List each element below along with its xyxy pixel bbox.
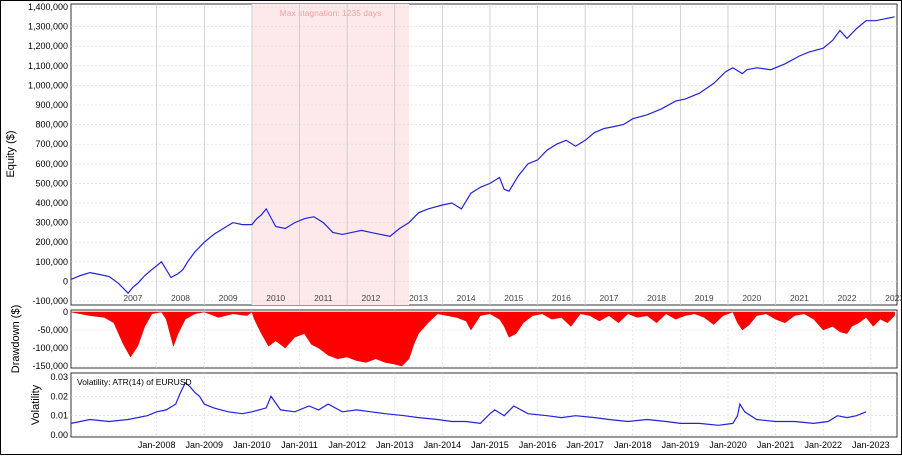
volatility-y-ticks: 0.00 0.01 0.02 0.03 [50, 372, 68, 440]
x-tick-label: Jan-2018 [614, 440, 652, 450]
x-tick-label: Jan-2016 [519, 440, 557, 450]
y-tick-label: -100,000 [32, 343, 68, 353]
y-tick-label: 0.02 [50, 391, 68, 401]
y-tick-label: -150,000 [32, 361, 68, 371]
x-tick-label: Jan-2011 [281, 440, 318, 450]
volatility-plot-area [70, 372, 898, 438]
stagnation-band [251, 4, 410, 305]
x-tick-label: Jan-2015 [471, 440, 509, 450]
year-label: 2008 [171, 293, 190, 303]
x-tick-label: Jan-2020 [709, 440, 747, 450]
year-label: 2013 [409, 293, 428, 303]
drawdown-area [70, 311, 895, 367]
year-label: 2023 [885, 293, 902, 303]
x-tick-label: Jan-2019 [662, 440, 700, 450]
volatility-axis-label: Volatility [30, 384, 42, 425]
volatility-line [70, 381, 867, 426]
x-tick-label: Jan-2014 [424, 440, 462, 450]
x-tick-label: Jan-2022 [804, 440, 842, 450]
volatility-x-ticks: Jan-2008 Jan-2009 Jan-2010 Jan-2011 Jan-2012… [138, 440, 890, 450]
year-label: 2015 [504, 293, 523, 303]
year-label: 2019 [695, 293, 714, 303]
year-label: 2010 [266, 293, 285, 303]
equity-panel: Max stagnation: 1235 days -100,000 0 100,0… [5, 2, 902, 306]
y-tick-label: 1,100,000 [28, 61, 68, 71]
year-label: 2011 [314, 293, 333, 303]
y-tick-label: 1,400,000 [28, 2, 68, 12]
y-tick-label: 0 [63, 307, 68, 317]
y-tick-label: 0.01 [50, 411, 68, 421]
y-tick-label: 100,000 [35, 257, 68, 267]
equity-axis-label: Equity ($) [5, 130, 17, 177]
x-tick-label: Jan-2008 [138, 440, 176, 450]
drawdown-axis-label: Drawdown ($) [10, 305, 22, 373]
y-tick-label: 0.00 [50, 430, 68, 440]
equity-grid [71, 4, 897, 305]
volatility-legend: Volatility: ATR(14) of EURUSD [77, 377, 192, 387]
equity-y-ticks: -100,000 0 100,000 200,000 300,000 400,000 500… [28, 2, 68, 306]
x-tick-label: Jan-2009 [186, 440, 224, 450]
volatility-panel: 0.00 0.01 0.02 0.03 Jan-2008 Jan-2009 Jan-201… [30, 372, 898, 450]
x-tick-label: Jan-2023 [852, 440, 890, 450]
year-label: 2018 [647, 293, 666, 303]
y-tick-label: -50,000 [37, 325, 68, 335]
year-label: 2021 [790, 293, 809, 303]
y-tick-label: 600,000 [35, 159, 68, 169]
year-label: 2017 [600, 293, 619, 303]
x-tick-label: Jan-2012 [328, 440, 366, 450]
y-tick-label: 500,000 [35, 178, 68, 188]
y-tick-label: 900,000 [35, 100, 68, 110]
stagnation-annotation: Max stagnation: 1235 days [280, 8, 382, 18]
y-tick-label: 400,000 [35, 198, 68, 208]
y-tick-label: 1,200,000 [28, 41, 68, 51]
y-tick-label: 800,000 [35, 120, 68, 130]
equity-line [70, 16, 895, 295]
y-tick-label: -100,000 [32, 296, 68, 306]
y-tick-label: 1,000,000 [28, 80, 68, 90]
y-tick-label: 0 [63, 276, 68, 286]
equity-plot-area [70, 3, 898, 306]
year-label: 2012 [361, 293, 380, 303]
y-tick-label: 0.03 [50, 372, 68, 382]
drawdown-plot-area [70, 309, 898, 369]
year-label: 2016 [552, 293, 571, 303]
y-tick-label: 700,000 [35, 139, 68, 149]
y-tick-label: 1,300,000 [28, 22, 68, 32]
year-labels: 2007 2008 2009 2010 2011 2012 2013 2014 2015 2016… [123, 293, 902, 303]
drawdown-y-ticks: -150,000 -100,000 -50,000 0 [32, 307, 68, 371]
year-label: 2020 [742, 293, 761, 303]
x-tick-label: Jan-2021 [757, 440, 795, 450]
y-tick-label: 300,000 [35, 218, 68, 228]
x-tick-label: Jan-2010 [233, 440, 271, 450]
y-tick-label: 200,000 [35, 237, 68, 247]
x-tick-label: Jan-2013 [376, 440, 414, 450]
drawdown-panel: -150,000 -100,000 -50,000 0 Drawdown ($) [10, 305, 898, 373]
x-tick-label: Jan-2017 [566, 440, 604, 450]
volatility-grid [71, 373, 897, 437]
year-label: 2022 [838, 293, 857, 303]
year-label: 2014 [457, 293, 476, 303]
year-label: 2007 [123, 293, 142, 303]
year-label: 2009 [219, 293, 238, 303]
